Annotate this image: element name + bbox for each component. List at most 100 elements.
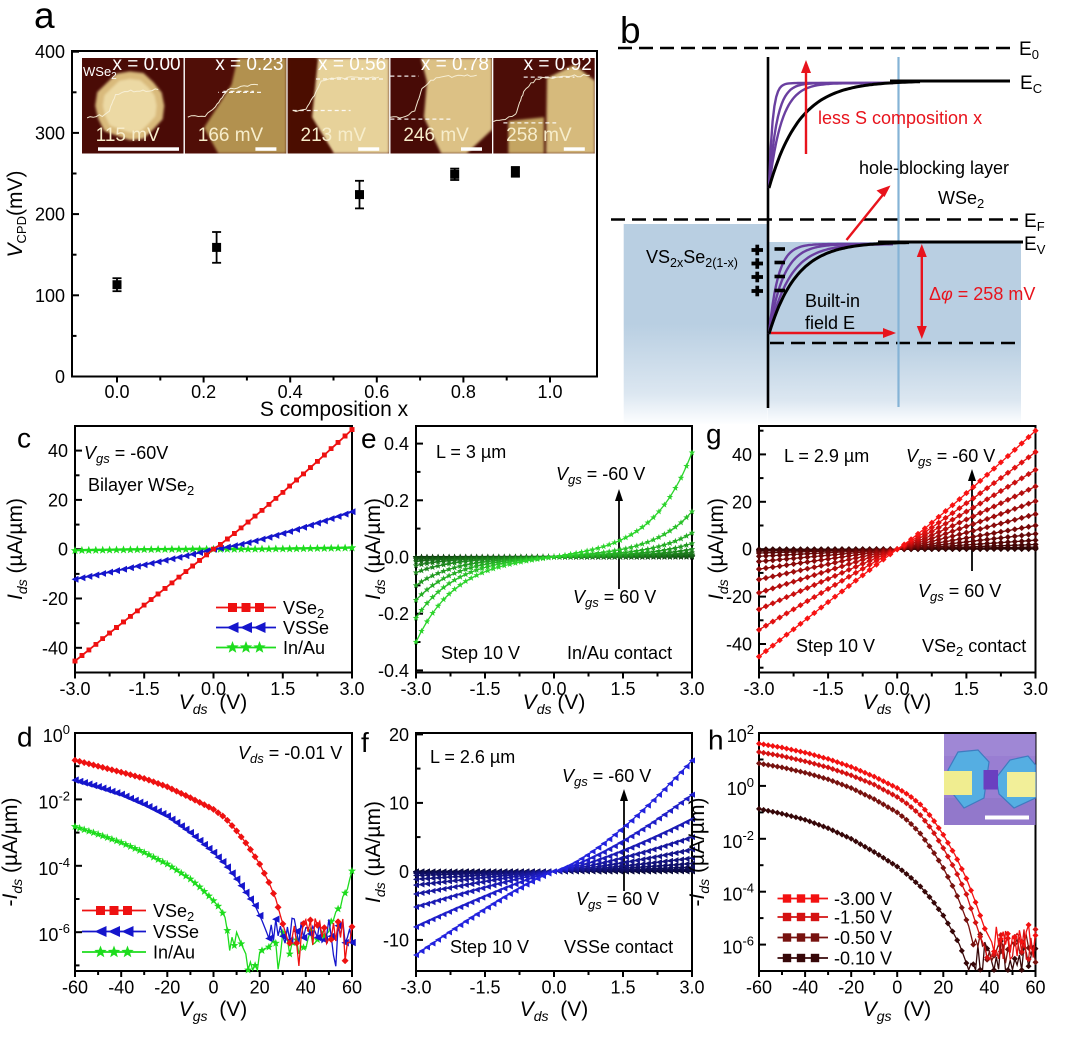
svg-text:0: 0 xyxy=(208,978,218,998)
svg-text:Built-in: Built-in xyxy=(805,291,860,311)
svg-text:10: 10 xyxy=(389,793,409,813)
svg-text:Ids (µA/µm): Ids (µA/µm) xyxy=(4,498,30,600)
svg-text:c: c xyxy=(17,423,31,454)
svg-text:-40: -40 xyxy=(792,978,818,998)
svg-text:-0.10 V: -0.10 V xyxy=(834,949,892,969)
svg-text:g: g xyxy=(706,419,722,450)
svg-text:Bilayer WSe2: Bilayer WSe2 xyxy=(88,475,194,498)
svg-text:-10: -10 xyxy=(383,930,409,950)
svg-text:x = 0.92: x = 0.92 xyxy=(524,54,592,75)
svg-text:0.2: 0.2 xyxy=(191,382,216,402)
svg-text:0.0: 0.0 xyxy=(384,548,409,568)
svg-text:-1.5: -1.5 xyxy=(469,679,500,699)
svg-text:-40: -40 xyxy=(42,638,68,658)
svg-text:20: 20 xyxy=(732,492,752,512)
svg-text:L = 2.9 µm: L = 2.9 µm xyxy=(784,446,869,466)
svg-text:3.0: 3.0 xyxy=(339,679,364,699)
svg-text:1.0: 1.0 xyxy=(537,382,562,402)
svg-text:Vds (V): Vds (V) xyxy=(863,691,931,717)
svg-text:Ids (µA/µm): Ids (µA/µm) xyxy=(362,498,388,600)
svg-text:3.0: 3.0 xyxy=(679,679,704,699)
svg-text:x = 0.23: x = 0.23 xyxy=(215,54,283,75)
svg-text:-20: -20 xyxy=(154,978,180,998)
svg-text:258 mV: 258 mV xyxy=(506,125,572,146)
svg-text:1.5: 1.5 xyxy=(610,679,635,699)
svg-text:0.6: 0.6 xyxy=(364,382,389,402)
svg-text:0.4: 0.4 xyxy=(278,382,303,402)
svg-text:WSe2: WSe2 xyxy=(938,188,984,211)
svg-text:x = 0.78: x = 0.78 xyxy=(421,54,489,75)
svg-text:-3.0: -3.0 xyxy=(400,978,431,998)
svg-text:-3.0: -3.0 xyxy=(59,679,90,699)
svg-text:200: 200 xyxy=(35,205,65,225)
svg-text:b: b xyxy=(620,10,641,51)
svg-text:60: 60 xyxy=(342,978,362,998)
svg-text:40: 40 xyxy=(48,441,68,461)
svg-text:0: 0 xyxy=(58,540,68,560)
svg-text:0.0: 0.0 xyxy=(104,382,129,402)
svg-text:Vds (V): Vds (V) xyxy=(520,998,588,1024)
svg-text:-60: -60 xyxy=(746,978,772,998)
svg-text:d: d xyxy=(17,722,33,753)
svg-text:115 mV: 115 mV xyxy=(96,125,160,146)
svg-text:VSSe: VSSe xyxy=(283,618,329,638)
svg-text:-0.50 V: -0.50 V xyxy=(834,928,892,948)
svg-text:-1.5: -1.5 xyxy=(129,679,160,699)
svg-text:-20: -20 xyxy=(726,587,752,607)
svg-text:-0.2: -0.2 xyxy=(378,604,409,624)
svg-text:3.0: 3.0 xyxy=(679,978,704,998)
svg-text:Step 10 V: Step 10 V xyxy=(441,643,520,663)
svg-text:VSe2: VSe2 xyxy=(283,598,324,621)
svg-text:a: a xyxy=(34,0,55,36)
svg-text:0: 0 xyxy=(399,862,409,882)
svg-text:166 mV: 166 mV xyxy=(198,125,264,146)
svg-text:In/Au contact: In/Au contact xyxy=(567,643,672,663)
svg-text:Δφ = 258 mV: Δφ = 258 mV xyxy=(929,284,1035,304)
svg-text:In/Au: In/Au xyxy=(153,943,195,963)
svg-text:x = 0.00: x = 0.00 xyxy=(112,54,180,75)
svg-text:-20: -20 xyxy=(42,589,68,609)
svg-text:-Ids (µA/µm): -Ids (µA/µm) xyxy=(0,798,25,907)
svg-text:300: 300 xyxy=(35,123,65,143)
svg-text:-3.0: -3.0 xyxy=(400,679,431,699)
svg-text:1.5: 1.5 xyxy=(270,679,295,699)
svg-text:213 mV: 213 mV xyxy=(301,125,367,146)
svg-text:VSSe: VSSe xyxy=(153,922,199,942)
svg-text:-0.4: -0.4 xyxy=(378,661,409,681)
svg-text:0.2: 0.2 xyxy=(384,491,409,511)
svg-text:20: 20 xyxy=(389,725,409,745)
svg-text:Vds (V): Vds (V) xyxy=(179,691,247,717)
svg-text:-3.00 V: -3.00 V xyxy=(834,889,892,909)
svg-text:20: 20 xyxy=(250,978,270,998)
svg-text:3.0: 3.0 xyxy=(1023,679,1048,699)
svg-text:-1.50 V: -1.50 V xyxy=(834,908,892,928)
svg-text:60: 60 xyxy=(1025,978,1045,998)
svg-text:-3.0: -3.0 xyxy=(743,679,774,699)
svg-text:e: e xyxy=(361,423,377,454)
svg-text:100: 100 xyxy=(35,286,65,306)
svg-text:L = 3 µm: L = 3 µm xyxy=(436,442,506,462)
svg-text:Ids (µA/µm): Ids (µA/µm) xyxy=(362,801,388,903)
svg-text:hole-blocking layer: hole-blocking layer xyxy=(859,158,1009,178)
svg-text:0.0: 0.0 xyxy=(201,679,226,699)
svg-text:less S composition x: less S composition x xyxy=(818,108,982,128)
svg-text:-60: -60 xyxy=(62,978,88,998)
svg-text:Vgs (V): Vgs (V) xyxy=(179,998,247,1024)
svg-text:40: 40 xyxy=(296,978,316,998)
svg-text:VSSe contact: VSSe contact xyxy=(564,937,673,957)
svg-text:Vds (V): Vds (V) xyxy=(523,691,586,717)
svg-text:0: 0 xyxy=(55,367,65,387)
svg-text:0: 0 xyxy=(742,540,752,560)
svg-text:x = 0.56: x = 0.56 xyxy=(318,54,386,75)
svg-text:40: 40 xyxy=(732,445,752,465)
svg-text:WSe2: WSe2 xyxy=(83,64,117,82)
svg-text:0.0: 0.0 xyxy=(541,978,566,998)
svg-text:In/Au: In/Au xyxy=(283,638,325,658)
svg-text:40: 40 xyxy=(979,978,999,998)
svg-text:0.8: 0.8 xyxy=(451,382,476,402)
svg-text:246 mV: 246 mV xyxy=(403,125,469,146)
svg-text:f: f xyxy=(361,727,369,758)
svg-text:1.5: 1.5 xyxy=(610,978,635,998)
svg-text:0.4: 0.4 xyxy=(384,434,409,454)
svg-text:L = 2.6 µm: L = 2.6 µm xyxy=(430,747,515,767)
